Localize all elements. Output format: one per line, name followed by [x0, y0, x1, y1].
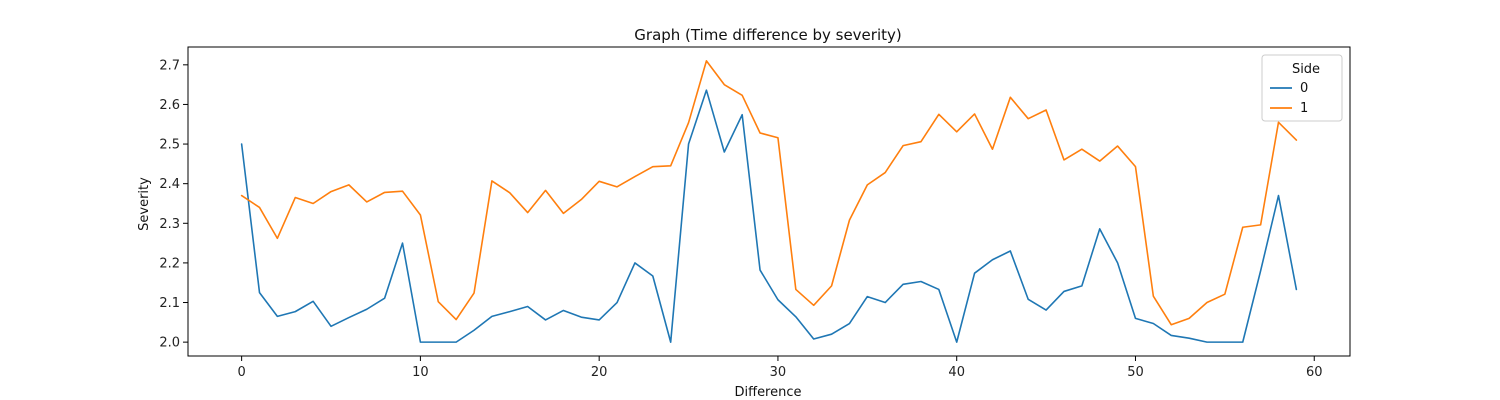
x-tick-label: 20: [591, 365, 608, 380]
series-line-0: [240, 89, 1298, 343]
x-tick-label: 40: [948, 365, 965, 380]
legend-label-1: 1: [1300, 101, 1308, 116]
y-tick-label: 2.5: [159, 138, 180, 153]
axes-frame: [187, 46, 1351, 357]
x-tick-label: 60: [1306, 365, 1323, 380]
y-tick-label: 2.0: [159, 336, 180, 351]
y-tick-label: 2.2: [159, 256, 180, 271]
legend: Side 0 1: [1261, 54, 1343, 122]
plot-area: 0 10 20 30 40 50 602.02.12.22.32.42.52.62.7: [159, 46, 1351, 380]
y-tick-label: 2.3: [159, 217, 180, 232]
legend-box: [1261, 54, 1343, 122]
x-tick-label: 0: [237, 365, 245, 380]
legend-label-0: 0: [1300, 81, 1308, 96]
chart-title: Graph (Time difference by severity): [634, 26, 901, 44]
x-tick-label: 10: [412, 365, 429, 380]
y-tick-label: 2.7: [159, 58, 180, 73]
x-axis-title: Difference: [734, 385, 801, 400]
x-tick-label: 30: [770, 365, 787, 380]
y-tick-label: 2.1: [159, 296, 180, 311]
y-axis-title: Severity: [137, 177, 152, 231]
y-tick-label: 2.6: [159, 98, 180, 113]
y-tick-label: 2.4: [159, 177, 180, 192]
legend-title: Side: [1292, 62, 1320, 77]
x-tick-label: 50: [1127, 365, 1144, 380]
series-line-1: [240, 60, 1298, 326]
